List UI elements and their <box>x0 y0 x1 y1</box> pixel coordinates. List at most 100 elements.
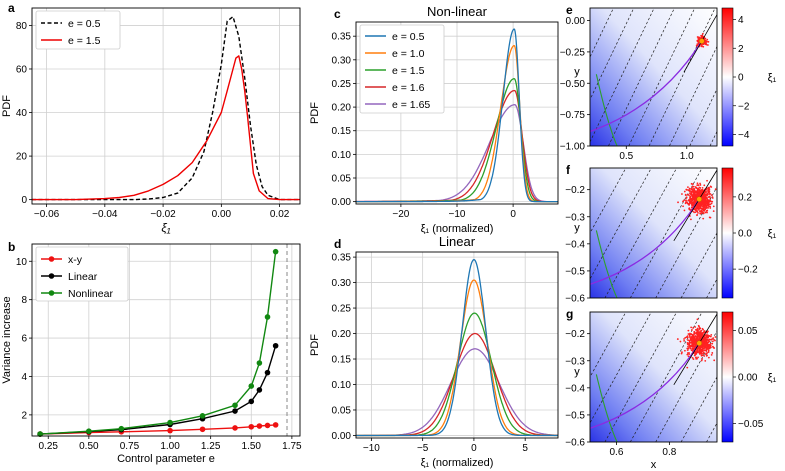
sample-point <box>688 194 690 197</box>
data-point <box>86 428 92 435</box>
sample-point <box>699 193 702 196</box>
legend-label: e = 1.5 <box>392 65 425 77</box>
colorbar-label: ξ₁ <box>768 228 777 240</box>
sample-point <box>705 191 708 193</box>
sample-point <box>699 337 702 340</box>
green-trajectory <box>595 230 618 298</box>
sample-point <box>708 335 710 337</box>
sample-point <box>709 216 712 219</box>
sample-point <box>697 37 700 40</box>
sample-point <box>688 189 691 191</box>
x-tick-label: 0.75 <box>120 441 140 452</box>
x-tick-label: 0.50 <box>79 441 99 452</box>
y-tick-label: −0.4 <box>565 239 585 250</box>
x-tick-label: −10 <box>449 209 466 220</box>
data-point <box>272 248 279 255</box>
sample-point <box>694 199 697 202</box>
panel-letter: c <box>334 7 341 21</box>
panel-g: 0.6 0.8 −0.2 −0.3 −0.4 −0.5 −0.6 y x 0.05 0.00 −0.0… <box>565 307 776 471</box>
sample-point <box>706 179 708 182</box>
legend-box <box>359 24 445 114</box>
y-tick-label: −0.75 <box>560 110 586 121</box>
x-tick-label: 1.75 <box>282 441 302 452</box>
sample-point <box>713 338 715 341</box>
sample-point <box>699 205 702 208</box>
x-tick-label: 0.6 <box>610 447 624 458</box>
sample-point <box>706 209 709 212</box>
y-tick-label: 0.35 <box>332 253 352 264</box>
sample-point <box>700 350 703 353</box>
sample-point <box>702 347 704 350</box>
sample-point <box>696 349 699 352</box>
sample-point <box>696 214 698 217</box>
sample-point <box>689 333 691 335</box>
sample-point <box>711 196 714 198</box>
sample-point <box>687 355 690 358</box>
y-tick-label: 2 <box>21 410 27 421</box>
axes-frame <box>31 243 301 437</box>
sample-point <box>685 199 687 202</box>
data-point <box>37 431 43 437</box>
sample-point <box>709 343 712 345</box>
sample-point <box>700 43 703 46</box>
y-axis-label: y <box>574 222 580 234</box>
legend-label: Linear <box>68 271 98 283</box>
sample-point <box>714 188 717 191</box>
sample-point <box>705 334 708 336</box>
sample-point <box>682 205 684 208</box>
sample-point <box>701 211 704 214</box>
sample-point <box>695 191 698 194</box>
sample-point <box>695 357 698 360</box>
data-point <box>264 369 271 376</box>
sample-point <box>710 353 713 356</box>
sample-point <box>676 338 679 340</box>
sample-point <box>714 336 717 338</box>
sample-point <box>688 192 691 194</box>
sample-point <box>706 331 709 334</box>
sample-point <box>687 186 689 189</box>
sample-point <box>700 352 703 355</box>
sample-point <box>709 196 711 199</box>
y-tick-label: 0.30 <box>332 55 352 66</box>
sample-point <box>695 332 697 335</box>
sample-point <box>706 44 709 46</box>
legend-marker <box>48 256 55 262</box>
y-tick-label: 0.25 <box>332 304 352 315</box>
green-trajectory <box>595 74 618 146</box>
sample-point <box>689 346 691 349</box>
axes-frame <box>31 7 301 205</box>
sample-point <box>703 355 706 357</box>
sample-point <box>708 338 711 341</box>
legend: e = 0.5 e = 1.5 <box>35 10 121 50</box>
sample-point <box>688 199 691 202</box>
axes-frame <box>589 167 718 299</box>
data-point <box>256 387 263 393</box>
sample-point <box>705 205 708 208</box>
series-line <box>356 28 558 203</box>
sample-point <box>697 204 700 207</box>
sample-point <box>693 337 695 339</box>
sample-point <box>690 349 693 352</box>
sample-point <box>707 205 710 208</box>
sample-point <box>702 217 705 220</box>
sample-point <box>694 351 697 354</box>
sample-point <box>709 335 712 338</box>
sample-point <box>699 201 702 204</box>
sample-point <box>680 352 683 355</box>
sample-point <box>710 338 713 341</box>
sample-point <box>688 202 691 205</box>
y-tick-label: 0.15 <box>332 355 352 366</box>
x-tick-label: 1.0 <box>680 151 694 162</box>
contour-line <box>655 330 717 442</box>
data-point <box>118 425 125 432</box>
y-tick-label: −0.3 <box>565 356 585 367</box>
y-axis-label: y <box>574 366 580 378</box>
sample-point <box>709 207 712 209</box>
sample-point <box>685 188 688 191</box>
sample-point <box>708 346 711 349</box>
sample-point <box>688 187 691 190</box>
sample-point <box>698 209 700 211</box>
sample-point <box>679 340 682 343</box>
sample-point <box>707 349 710 352</box>
